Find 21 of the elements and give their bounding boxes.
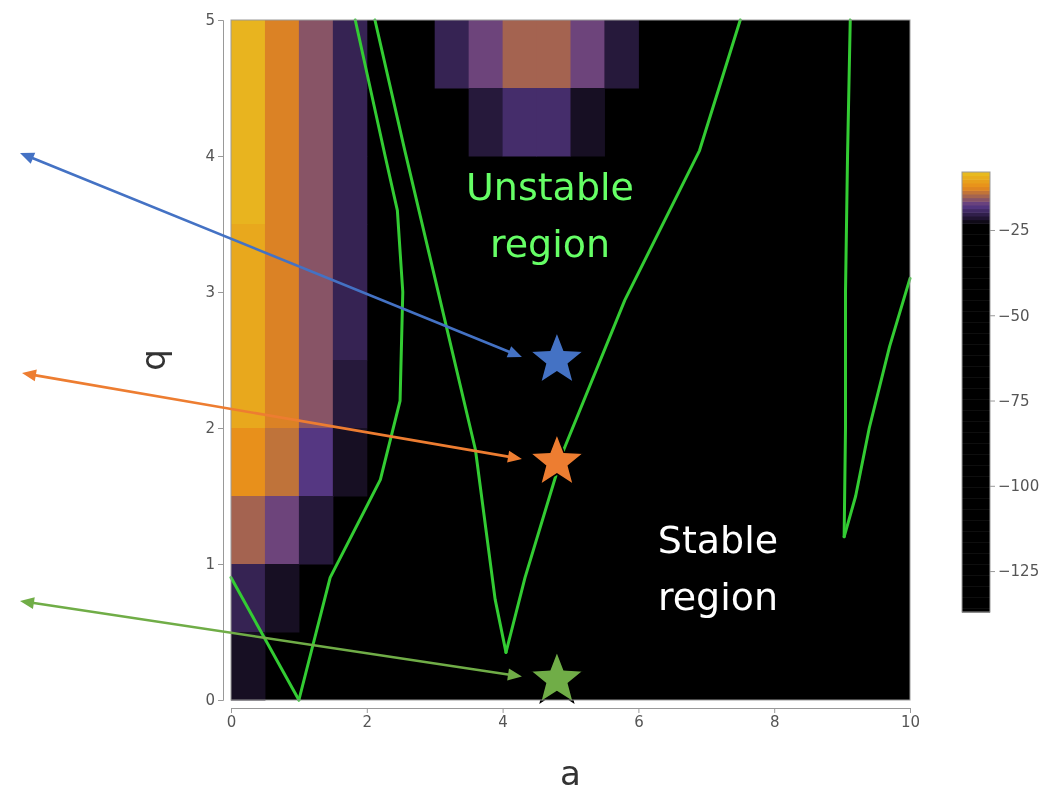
x-tick-label: 6	[634, 712, 644, 731]
y-tick-label: 1	[205, 555, 215, 574]
y-axis-title: q	[133, 349, 173, 371]
y-tick-label: 2	[205, 419, 215, 438]
x-axis-title: a	[560, 753, 581, 793]
x-tick-label: 4	[498, 712, 508, 731]
annotation: Unstable region	[466, 165, 634, 266]
color-bar-label: −75	[998, 391, 1030, 410]
x-tick-label: 10	[900, 712, 921, 731]
y-tick-label: 4	[205, 147, 215, 166]
y-tick-label: 0	[205, 691, 215, 710]
color-bar-label: −125	[998, 562, 1040, 581]
y-tick-label: 3	[205, 283, 215, 302]
x-tick-label: 0	[226, 712, 237, 731]
y-tick-label: 5	[205, 11, 215, 30]
x-tick-label: 8	[769, 712, 780, 731]
x-tick-label: 2	[362, 712, 373, 731]
color-bar-label: −25	[998, 221, 1030, 240]
annotation: Stable region	[657, 518, 779, 619]
color-bar-label: −100	[998, 477, 1040, 496]
color-bar-label: −50	[998, 306, 1030, 325]
